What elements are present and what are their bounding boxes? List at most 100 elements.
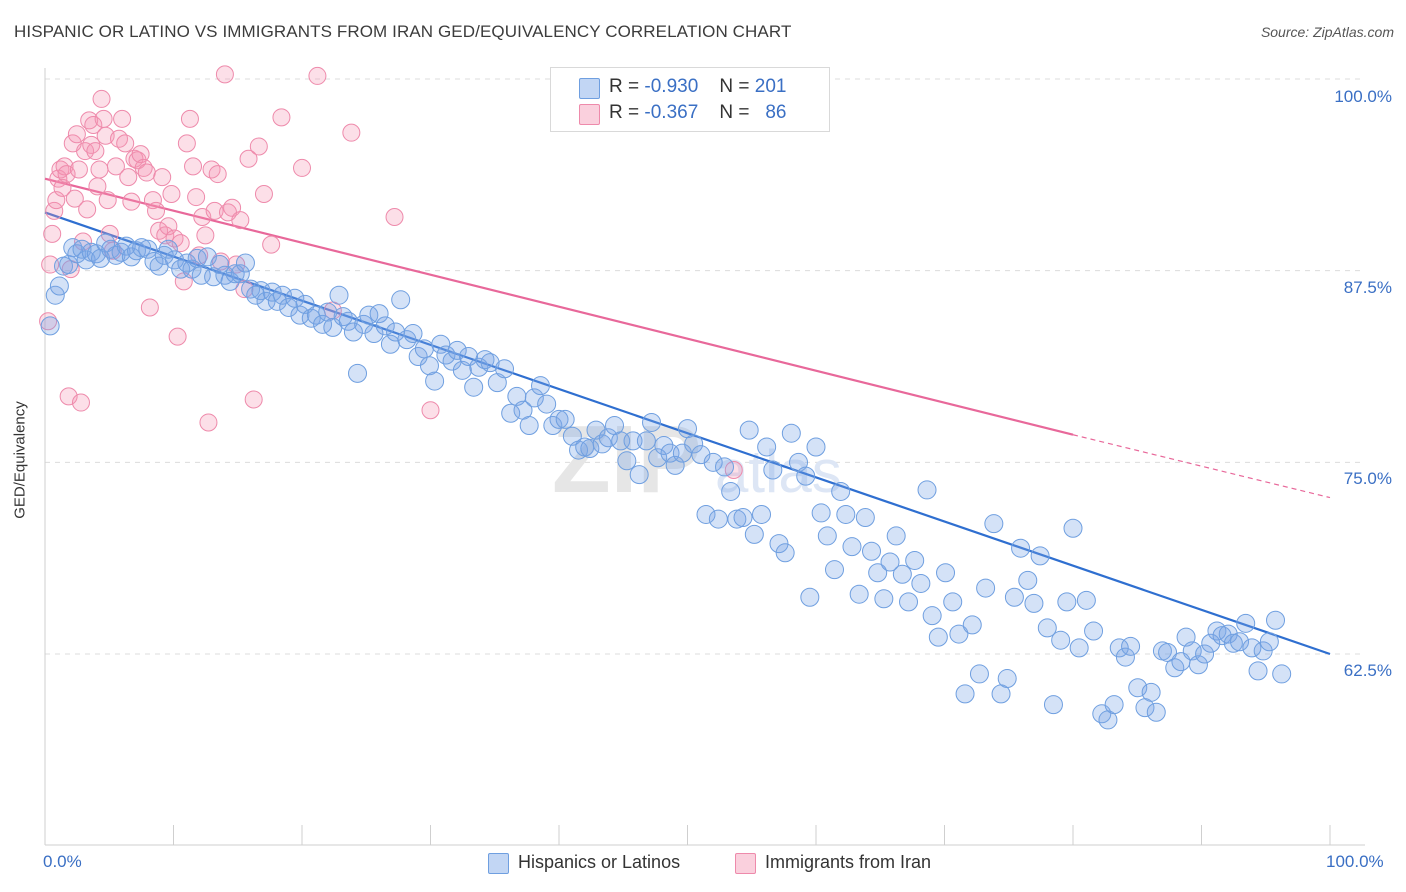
point-hispanic [936, 563, 956, 583]
point-iran [106, 157, 125, 176]
point-hispanic [210, 255, 230, 275]
point-hispanic [727, 509, 747, 529]
legend-r-value: -0.367 [644, 102, 699, 123]
point-hispanic [874, 589, 894, 609]
point-hispanic [1004, 587, 1024, 607]
point-iran [119, 168, 138, 187]
point-hispanic [1158, 642, 1178, 662]
point-hispanic [364, 324, 384, 344]
point-iran [239, 149, 258, 168]
point-hispanic [182, 259, 202, 279]
legend: R = -0.930 N = 201 R = -0.367 N = 86 [550, 67, 830, 132]
legend-r-label: R = [609, 76, 640, 97]
point-hispanic [775, 543, 795, 563]
point-hispanic [111, 242, 131, 262]
point-hispanic [648, 448, 668, 468]
point-hispanic [1076, 590, 1096, 610]
point-hispanic [899, 592, 919, 612]
point-hispanic [739, 420, 759, 440]
point-iran [385, 208, 404, 226]
point-hispanic [1236, 613, 1256, 633]
point-hispanic [1018, 570, 1038, 590]
point-hispanic [911, 573, 931, 593]
chart-title: HISPANIC OR LATINO VS IMMIGRANTS FROM IR… [14, 22, 792, 41]
source-label: Source: ZipAtlas.com [1260, 24, 1394, 40]
point-hispanic [262, 282, 282, 302]
series-hispanic-points [40, 233, 1292, 730]
point-hispanic [116, 236, 136, 256]
point-hispanic [348, 363, 368, 383]
point-hispanic [769, 534, 789, 554]
y-tick-label-100: 100.0% [1334, 87, 1392, 106]
point-hispanic [177, 253, 197, 273]
point-hispanic [763, 460, 783, 480]
point-iran [235, 280, 254, 299]
point-hispanic [703, 452, 723, 472]
point-hispanic [158, 239, 178, 259]
y-tick-label-87-5: 87.5% [1343, 278, 1392, 297]
point-iran [202, 160, 221, 179]
point-hispanic [329, 285, 349, 305]
point-hispanic [301, 308, 321, 328]
point-hispanic [495, 359, 515, 379]
point-hispanic [318, 302, 338, 322]
point-hispanic [306, 305, 326, 325]
point-iran [43, 224, 62, 243]
legend-r-label: R = [609, 102, 640, 123]
point-hispanic [811, 503, 831, 523]
axes [44, 68, 1365, 846]
point-hispanic [1030, 546, 1050, 566]
point-iran [53, 178, 72, 197]
point-hispanic [1242, 638, 1262, 658]
point-hispanic [905, 550, 925, 570]
point-hispanic [831, 481, 851, 501]
point-iran [41, 255, 60, 274]
point-hispanic [886, 526, 906, 546]
point-iran [90, 160, 109, 179]
point-iran [94, 109, 113, 128]
point-iran [153, 168, 172, 187]
point-hispanic [1259, 632, 1279, 652]
point-iran [162, 185, 181, 203]
point-hispanic [197, 247, 217, 267]
point-hispanic [524, 388, 544, 408]
point-hispanic [1248, 661, 1268, 681]
point-hispanic [825, 560, 845, 580]
point-iran [262, 235, 281, 254]
point-hispanic [537, 394, 557, 414]
point-hispanic [928, 627, 948, 647]
point-hispanic [501, 403, 521, 423]
point-iran [171, 234, 190, 253]
point-iran [208, 165, 227, 184]
point-iran [98, 191, 117, 210]
point-hispanic [431, 334, 451, 354]
point-hispanic [629, 465, 649, 485]
point-iran [113, 109, 132, 128]
point-iran [244, 390, 263, 409]
point-hispanic [1057, 592, 1077, 612]
point-hispanic [1037, 618, 1057, 638]
point-hispanic [369, 304, 389, 324]
point-hispanic [868, 563, 888, 583]
point-hispanic [1024, 593, 1044, 613]
point-iran [96, 126, 115, 145]
point-hispanic [708, 509, 728, 529]
point-hispanic [1266, 610, 1286, 630]
legend-swatch-pink [579, 104, 600, 125]
point-hispanic [45, 285, 65, 305]
point-iran [92, 89, 111, 108]
point-hispanic [1230, 632, 1250, 652]
point-hispanic [880, 552, 900, 572]
point-hispanic [757, 437, 777, 457]
point-iran [231, 211, 250, 230]
point-iran [342, 123, 361, 142]
point-hispanic [917, 480, 937, 500]
point-hispanic [1212, 626, 1232, 646]
point-hispanic [447, 340, 467, 360]
trend-line-iran [44, 177, 1074, 436]
point-iran [122, 192, 141, 211]
x-tick-label-max: 100.0% [1326, 852, 1384, 871]
point-hispanic [414, 339, 434, 359]
point-iran [168, 327, 187, 346]
